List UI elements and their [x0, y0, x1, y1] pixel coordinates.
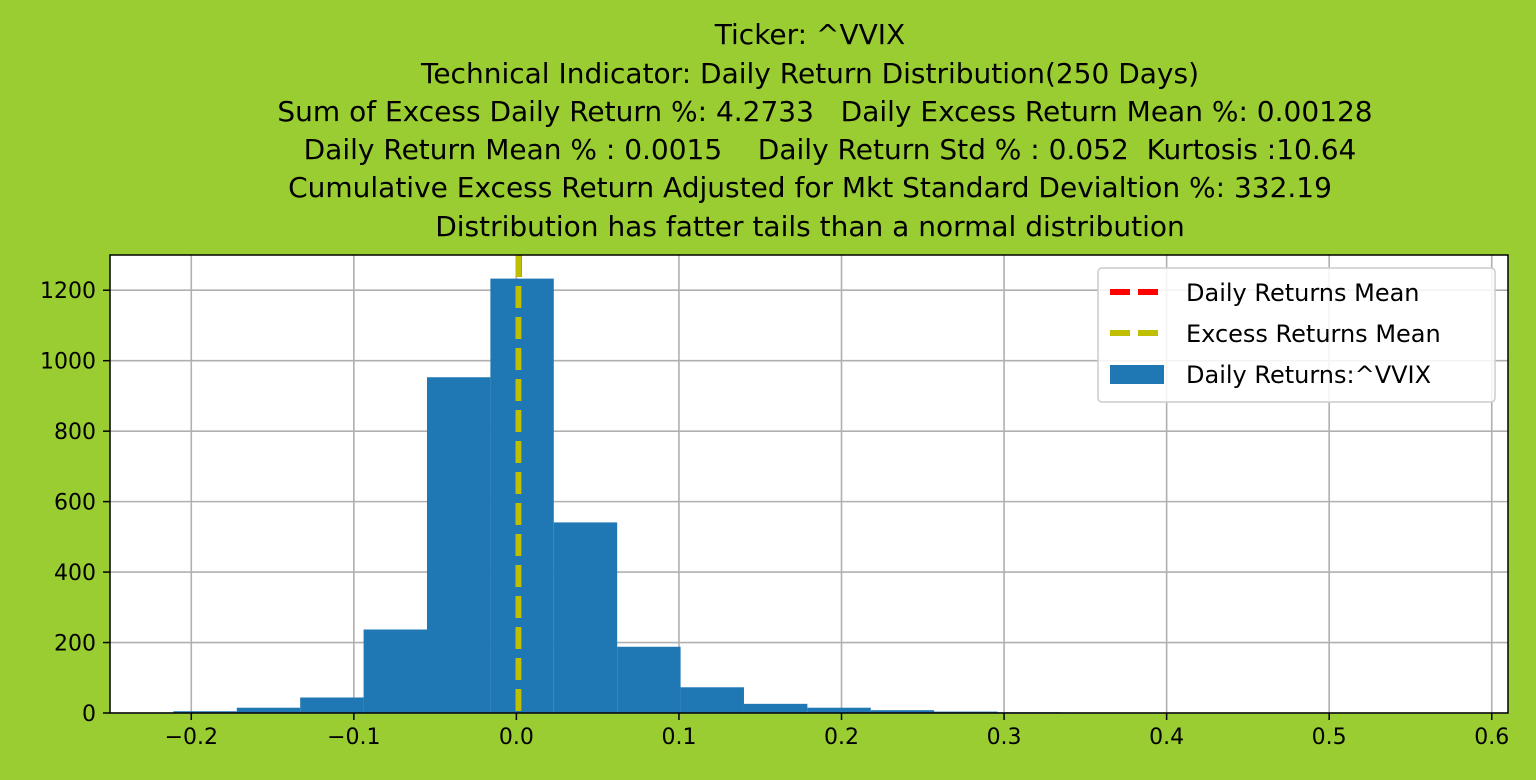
y-tick-label: 400: [54, 561, 96, 586]
y-axis-ticks: 0 200 400 600 800 1000 1200: [40, 279, 110, 727]
legend-box: [1097, 267, 1496, 403]
histogram-bar: [680, 687, 744, 713]
y-tick-label: 200: [54, 632, 96, 657]
histogram-bar: [617, 646, 681, 713]
histogram-bar: [490, 278, 554, 713]
x-tick-label: 0.5: [1312, 725, 1347, 750]
title-line: Distribution has fatter tails than a nor…: [435, 210, 1185, 243]
title-line: Cumulative Excess Return Adjusted for Mk…: [288, 171, 1332, 204]
histogram-bar: [743, 703, 808, 713]
title-line: Technical Indicator: Daily Return Distri…: [420, 57, 1199, 90]
histogram-bar: [173, 711, 237, 713]
x-tick-label: −0.1: [327, 725, 380, 750]
y-tick-label: 1200: [40, 279, 96, 304]
legend-label: Daily Returns Mean: [1186, 279, 1420, 307]
x-tick-label: 0.4: [1149, 725, 1184, 750]
y-tick-label: 1000: [40, 350, 96, 375]
y-tick-label: 600: [54, 491, 96, 516]
title-line: Ticker: ^VVIX: [714, 18, 905, 51]
y-tick-label: 0: [82, 702, 96, 727]
histogram-bar: [300, 697, 364, 713]
y-tick-label: 800: [54, 420, 96, 445]
x-tick-label: 0.1: [661, 725, 696, 750]
legend-patch-swatch: [1110, 365, 1164, 384]
legend-label: Daily Returns:^VVIX: [1186, 361, 1431, 389]
plot-frame: [109, 254, 1509, 714]
x-tick-label: 0.3: [987, 725, 1022, 750]
x-tick-label: 0.0: [499, 725, 534, 750]
histogram-bar: [807, 707, 871, 713]
title-line: Daily Return Mean % : 0.0015 Daily Retur…: [304, 133, 1357, 166]
x-tick-label: −0.2: [165, 725, 218, 750]
histogram-bar: [553, 522, 618, 713]
histogram-bar: [236, 707, 301, 713]
title-line: Sum of Excess Daily Return %: 4.2733 Dai…: [277, 95, 1372, 128]
legend: Daily Returns Mean Excess Returns Mean Dai…: [1097, 267, 1496, 403]
histogram-bar: [363, 629, 427, 713]
x-axis-ticks: −0.2 −0.1 0.0 0.1 0.2 0.3 0.4 0.5 0.6: [165, 713, 1509, 750]
chart-title: Ticker: ^VVIX Technical Indicator: Daily …: [277, 18, 1372, 243]
histogram-bar: [870, 710, 935, 713]
legend-label: Excess Returns Mean: [1186, 320, 1441, 348]
x-tick-label: 0.2: [824, 725, 859, 750]
histogram-bar: [426, 377, 491, 713]
histogram-bars: [173, 278, 1442, 713]
x-tick-label: 0.6: [1474, 725, 1509, 750]
